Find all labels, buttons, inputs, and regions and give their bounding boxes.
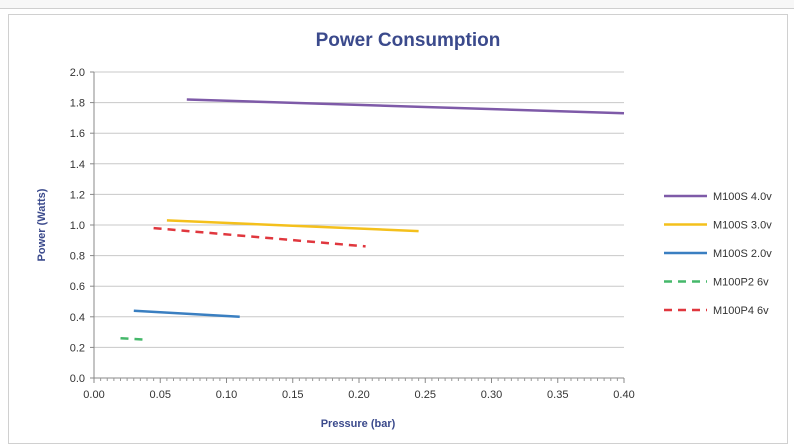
series-line-1 bbox=[166, 219, 419, 233]
legend-label-0: M100S 4.0v bbox=[713, 191, 772, 203]
series-line-2 bbox=[133, 309, 240, 319]
legend-label-3: M100P2 6v bbox=[713, 277, 769, 289]
y-tick-label: 1.0 bbox=[70, 220, 85, 232]
x-axis-label: Pressure (bar) bbox=[321, 418, 396, 430]
x-tick-label: 0.30 bbox=[481, 389, 502, 401]
y-tick-label: 0.2 bbox=[70, 342, 85, 354]
series-line-4 bbox=[153, 226, 366, 248]
x-tick-label: 0.25 bbox=[415, 389, 436, 401]
legend-label-1: M100S 3.0v bbox=[713, 220, 772, 232]
y-tick-label: 0.0 bbox=[70, 373, 85, 385]
y-tick-label: 1.4 bbox=[70, 159, 85, 171]
window-top-edge bbox=[0, 0, 794, 9]
x-tick-label: 0.10 bbox=[216, 389, 237, 401]
axes bbox=[90, 71, 625, 383]
x-tick-labels: 0.00 0.05 0.10 0.15 0.20 0.25 0.30 0.35 0.40 bbox=[83, 389, 634, 401]
x-tick-label: 0.05 bbox=[150, 389, 171, 401]
legend: M100S 4.0v M100S 3.0v M100S 2.0v M100P2 6v M… bbox=[664, 191, 772, 317]
x-tick-label: 0.15 bbox=[282, 389, 303, 401]
x-tick-label: 0.20 bbox=[348, 389, 369, 401]
y-tick-label: 2.0 bbox=[70, 67, 85, 79]
gridlines bbox=[94, 71, 624, 348]
y-tick-label: 1.6 bbox=[70, 128, 85, 140]
y-tick-labels: 0.0 0.2 0.4 0.6 0.8 1.0 1.2 1.4 1.6 1.8 2.0 bbox=[70, 67, 85, 385]
y-tick-label: 0.4 bbox=[70, 312, 85, 324]
y-tick-label: 1.2 bbox=[70, 189, 85, 201]
legend-label-2: M100S 2.0v bbox=[713, 248, 772, 260]
y-tick-label: 0.6 bbox=[70, 281, 85, 293]
x-tick-label: 0.00 bbox=[83, 389, 104, 401]
series-lines bbox=[120, 98, 625, 342]
x-tick-label: 0.40 bbox=[613, 389, 634, 401]
x-tick-label: 0.35 bbox=[547, 389, 568, 401]
series-line-0 bbox=[186, 98, 625, 115]
y-axis-label: Power (Watts) bbox=[36, 188, 48, 261]
legend-label-4: M100P4 6v bbox=[713, 305, 769, 317]
chart-title: Power Consumption bbox=[316, 30, 501, 51]
y-tick-label: 1.8 bbox=[70, 98, 85, 110]
y-tick-label: 0.8 bbox=[70, 251, 85, 263]
series-line-3 bbox=[120, 336, 148, 342]
